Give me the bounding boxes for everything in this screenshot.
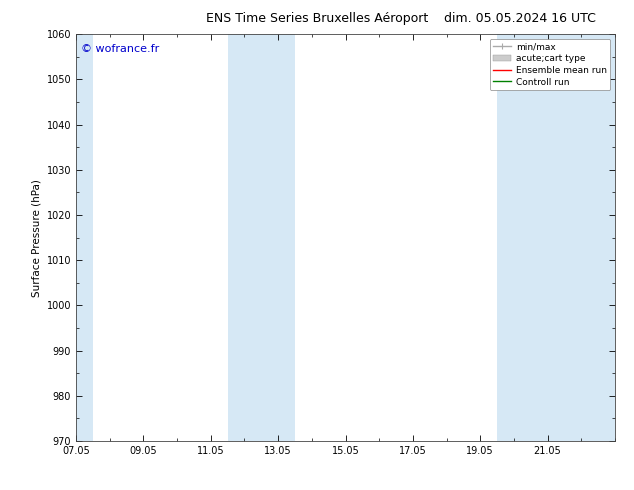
Text: dim. 05.05.2024 16 UTC: dim. 05.05.2024 16 UTC [444,12,596,25]
Bar [497,34,615,441]
Legend: min/max, acute;cart type, Ensemble mean run, Controll run: min/max, acute;cart type, Ensemble mean … [489,39,611,90]
Text: © wofrance.fr: © wofrance.fr [81,45,160,54]
Bar [228,34,295,441]
Text: ENS Time Series Bruxelles Aéroport: ENS Time Series Bruxelles Aéroport [206,12,428,25]
Y-axis label: Surface Pressure (hPa): Surface Pressure (hPa) [31,179,41,296]
Bar [76,34,93,441]
